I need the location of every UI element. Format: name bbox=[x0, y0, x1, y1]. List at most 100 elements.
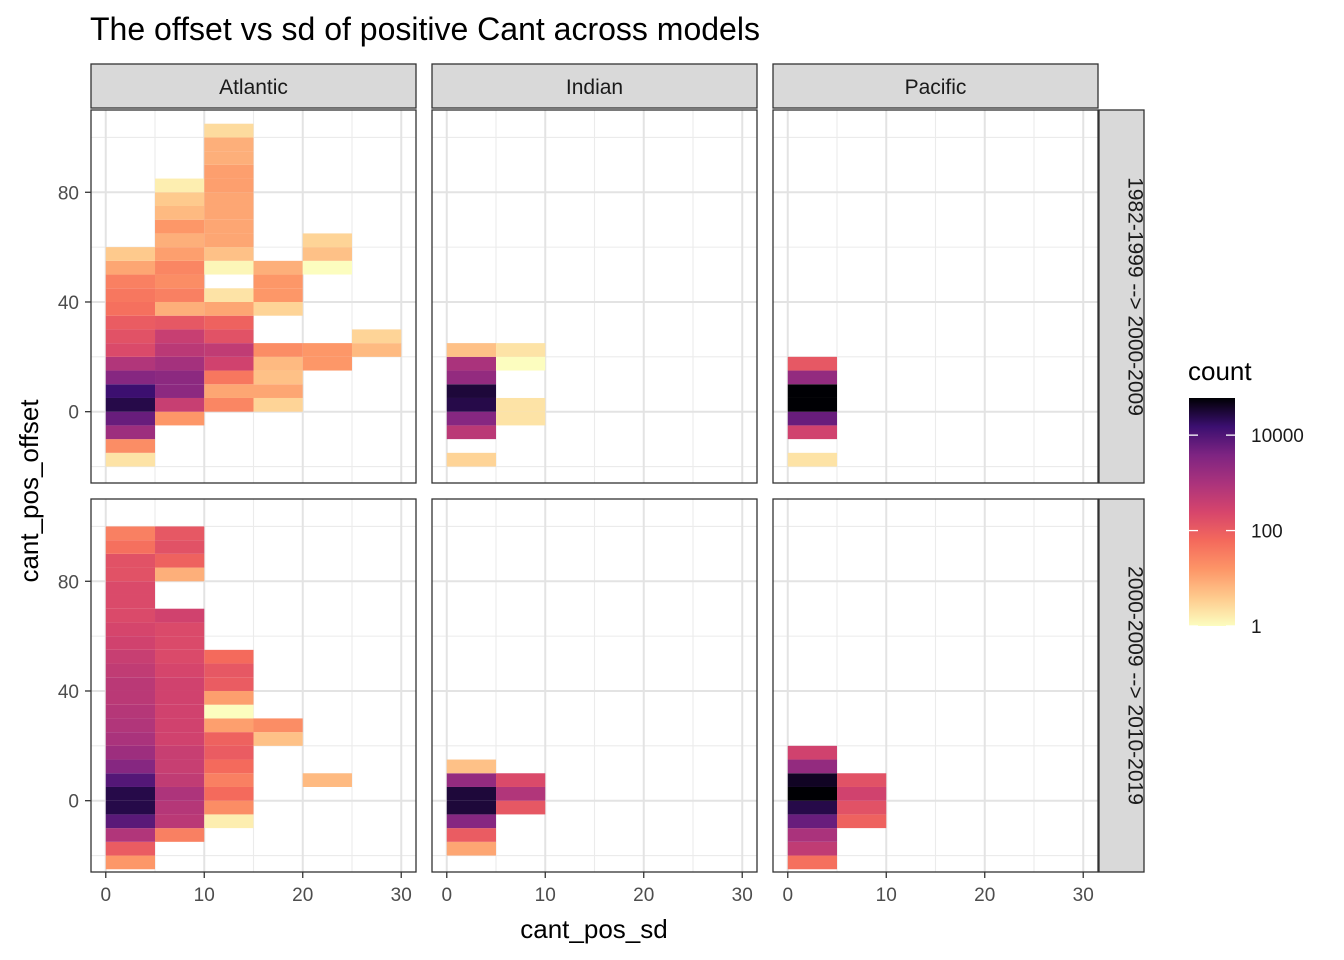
x-tick-label: 10 bbox=[535, 885, 556, 906]
y-tick-label: 40 bbox=[58, 682, 79, 703]
heatmap-tile bbox=[496, 773, 546, 787]
legend-colorbar bbox=[1189, 398, 1235, 626]
heatmap-tile bbox=[446, 370, 497, 385]
heatmap-tile bbox=[204, 786, 254, 801]
x-tick-label: 10 bbox=[194, 885, 215, 906]
heatmap-tile bbox=[446, 425, 497, 440]
heatmap-tile bbox=[204, 247, 254, 261]
heatmap-tile bbox=[155, 329, 205, 344]
heatmap-tile bbox=[204, 397, 254, 412]
heatmap-tile bbox=[105, 384, 156, 398]
heatmap-tile bbox=[155, 759, 205, 774]
heatmap-tile bbox=[105, 800, 156, 815]
heatmap-tile bbox=[787, 745, 838, 760]
heatmap-tile bbox=[204, 663, 254, 678]
heatmap-tile bbox=[155, 178, 205, 193]
x-tick-label: 30 bbox=[391, 885, 412, 906]
heatmap-tile bbox=[105, 343, 156, 357]
heatmap-tile bbox=[204, 384, 254, 398]
heatmap-tile bbox=[787, 411, 838, 426]
heatmap-tile bbox=[446, 384, 497, 398]
heatmap-tile bbox=[155, 411, 205, 426]
heatmap-tile bbox=[105, 260, 156, 275]
heatmap-tile bbox=[204, 164, 254, 179]
facet-strip-indian bbox=[431, 63, 758, 109]
heatmap-tile bbox=[105, 828, 156, 842]
panel-atlantic-row2 bbox=[90, 498, 417, 873]
panel-pacific-row2 bbox=[772, 498, 1099, 873]
heatmap-tile bbox=[155, 219, 205, 234]
heatmap-tile bbox=[105, 274, 156, 289]
heatmap-tile bbox=[105, 540, 156, 554]
x-tick-label: 10 bbox=[876, 885, 897, 906]
heatmap-tile bbox=[204, 329, 254, 344]
heatmap-tile bbox=[155, 622, 205, 637]
heatmap-tile bbox=[496, 343, 546, 357]
heatmap-tile bbox=[105, 786, 156, 801]
heatmap-tile bbox=[155, 205, 205, 220]
heatmap-tile bbox=[302, 247, 352, 261]
heatmap-tile bbox=[446, 814, 497, 829]
heatmap-tile bbox=[446, 773, 497, 787]
heatmap-tile bbox=[204, 690, 254, 705]
heatmap-tile bbox=[787, 773, 838, 787]
facet-panels: Atlantic Indian Pacific 1982-1999 --> 2000-… bbox=[58, 63, 1147, 906]
heatmap-tile bbox=[105, 677, 156, 691]
heatmap-tile bbox=[155, 636, 205, 650]
heatmap-tile bbox=[253, 718, 303, 733]
heatmap-tile bbox=[105, 439, 156, 453]
heatmap-tile bbox=[105, 745, 156, 760]
heatmap-tile bbox=[105, 718, 156, 733]
heatmap-tile bbox=[204, 123, 254, 138]
heatmap-tile bbox=[204, 800, 254, 815]
heatmap-tile bbox=[155, 260, 205, 275]
heatmap-tile bbox=[155, 343, 205, 357]
heatmap-tile bbox=[155, 814, 205, 829]
color-legend: count 1 100 10000 bbox=[1188, 356, 1304, 638]
heatmap-tile bbox=[204, 301, 254, 316]
heatmap-tile bbox=[105, 425, 156, 440]
heatmap-tile bbox=[105, 301, 156, 316]
heatmap-tile bbox=[155, 356, 205, 371]
heatmap-tile bbox=[837, 786, 887, 801]
heatmap-tile bbox=[105, 622, 156, 637]
legend-title: count bbox=[1188, 356, 1252, 386]
heatmap-tile bbox=[302, 260, 352, 275]
heatmap-tile bbox=[155, 274, 205, 289]
heatmap-tile bbox=[155, 690, 205, 705]
x-tick-label: 20 bbox=[974, 885, 995, 906]
heatmap-tile bbox=[204, 137, 254, 152]
heatmap-tile bbox=[155, 677, 205, 691]
facet-strip-atlantic bbox=[90, 63, 417, 109]
heatmap-tile bbox=[204, 178, 254, 193]
legend-break-label: 10000 bbox=[1251, 426, 1304, 447]
heatmap-tile bbox=[787, 425, 838, 440]
heatmap-tile bbox=[105, 759, 156, 774]
heatmap-tile bbox=[302, 233, 352, 248]
heatmap-tile bbox=[204, 677, 254, 691]
heatmap-tile bbox=[105, 370, 156, 385]
heatmap-tile bbox=[496, 397, 546, 412]
heatmap-tile bbox=[204, 205, 254, 220]
heatmap-tile bbox=[446, 841, 497, 856]
heatmap-tile bbox=[446, 800, 497, 815]
facet-strip-label: Indian bbox=[566, 76, 623, 99]
heatmap-tile bbox=[253, 343, 303, 357]
heatmap-tile bbox=[204, 814, 254, 829]
x-tick-label: 20 bbox=[633, 885, 654, 906]
heatmap-tile bbox=[204, 759, 254, 774]
y-tick-label: 0 bbox=[68, 403, 79, 424]
heatmap-tile bbox=[105, 649, 156, 664]
y-tick-label: 0 bbox=[68, 792, 79, 813]
heatmap-tile bbox=[496, 356, 546, 371]
heatmap-tile bbox=[105, 704, 156, 719]
heatmap-tile bbox=[446, 397, 497, 412]
heatmap-tile bbox=[155, 384, 205, 398]
heatmap-tile bbox=[302, 356, 352, 371]
heatmap-tile bbox=[253, 288, 303, 302]
heatmap-tile bbox=[155, 553, 205, 568]
heatmap-tile bbox=[253, 260, 303, 275]
heatmap-tile bbox=[155, 247, 205, 261]
y-axis-title: cant_pos_offset bbox=[14, 399, 44, 583]
x-tick-label: 20 bbox=[292, 885, 313, 906]
